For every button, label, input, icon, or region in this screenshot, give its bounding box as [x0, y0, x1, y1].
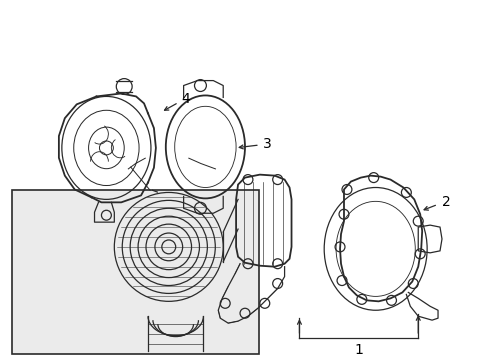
Text: 1: 1: [354, 343, 363, 357]
Bar: [12, 190, 259, 354]
Text: 3: 3: [263, 137, 272, 151]
Text: 4: 4: [181, 93, 189, 107]
Text: 2: 2: [441, 195, 449, 210]
